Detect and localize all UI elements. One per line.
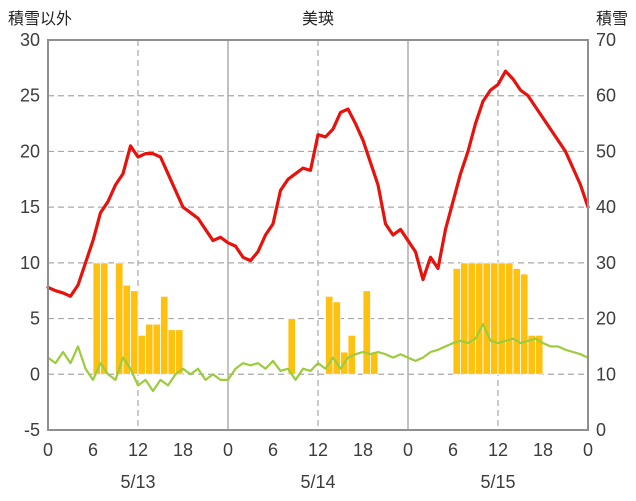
x-axis-tick-label: 18 <box>173 440 193 460</box>
left-axis-tick-label: 20 <box>20 141 40 161</box>
right-axis-tick-label: 70 <box>596 30 616 50</box>
right-axis-tick-label: 30 <box>596 253 616 273</box>
precipitation-bar <box>137 334 146 375</box>
day-label: 5/15 <box>480 472 515 492</box>
plot-frame <box>47 39 589 431</box>
right-axis-title: 積雪 <box>595 11 628 28</box>
left-axis-tick-label: 30 <box>20 30 40 50</box>
day-label: 5/14 <box>300 472 335 492</box>
x-axis-tick-label: 0 <box>403 440 413 460</box>
right-axis-tick-label: 40 <box>596 197 616 217</box>
precipitation-bar <box>362 290 371 375</box>
precipitation-bar <box>490 262 499 375</box>
day-label: 5/13 <box>120 472 155 492</box>
x-axis-tick-label: 12 <box>128 440 148 460</box>
x-axis-tick-label: 6 <box>268 440 278 460</box>
precipitation-bar <box>130 290 139 375</box>
left-axis-title: 積雪以外 <box>8 11 73 28</box>
x-axis-tick-label: 18 <box>533 440 553 460</box>
precipitation-bar <box>482 262 491 375</box>
precipitation-bar <box>92 262 101 375</box>
bars-layer <box>92 262 544 375</box>
left-axis-tick-label: 0 <box>30 364 40 384</box>
precipitation-bar <box>535 334 544 375</box>
precipitation-bar <box>452 268 461 375</box>
lines-layer <box>46 69 590 393</box>
right-axis-tick-label: 0 <box>596 420 606 440</box>
precipitation-bar <box>332 301 341 375</box>
x-axis-tick-label: 12 <box>308 440 328 460</box>
x-axis-tick-label: 0 <box>583 440 593 460</box>
x-axis-tick-label: 6 <box>88 440 98 460</box>
left-axis-tick-label: -5 <box>24 420 40 440</box>
precipitation-bar <box>100 262 109 375</box>
precipitation-bar <box>505 262 514 375</box>
green-line <box>46 323 590 393</box>
chart-title: 美瑛 <box>301 11 334 28</box>
left-axis-tick-label: 15 <box>20 197 40 217</box>
precipitation-bar <box>475 262 484 375</box>
precipitation-bar <box>287 318 296 375</box>
x-axis-tick-label: 0 <box>43 440 53 460</box>
precipitation-bar <box>145 323 154 375</box>
precipitation-bar <box>460 262 469 375</box>
precipitation-bar <box>512 268 521 375</box>
right-axis-tick-label: 10 <box>596 364 616 384</box>
left-axis-tick-label: 25 <box>20 86 40 106</box>
precipitation-bar <box>175 329 184 375</box>
x-axis-tick-label: 18 <box>353 440 373 460</box>
x-axis-tick-label: 0 <box>223 440 233 460</box>
left-axis-tick-label: 10 <box>20 253 40 273</box>
left-axis-tick-label: 5 <box>30 309 40 329</box>
right-axis-tick-label: 60 <box>596 86 616 106</box>
right-axis-tick-label: 50 <box>596 141 616 161</box>
precipitation-bar <box>370 351 379 375</box>
x-axis-tick-label: 6 <box>448 440 458 460</box>
precipitation-bar <box>520 273 529 375</box>
precipitation-bar <box>467 262 476 375</box>
x-axis-tick-label: 12 <box>488 440 508 460</box>
precipitation-bar <box>152 323 161 375</box>
precipitation-bar <box>160 295 169 375</box>
red-line <box>46 69 590 298</box>
precipitation-bar <box>167 329 176 375</box>
precipitation-bar <box>497 262 506 375</box>
right-axis-tick-label: 20 <box>596 309 616 329</box>
